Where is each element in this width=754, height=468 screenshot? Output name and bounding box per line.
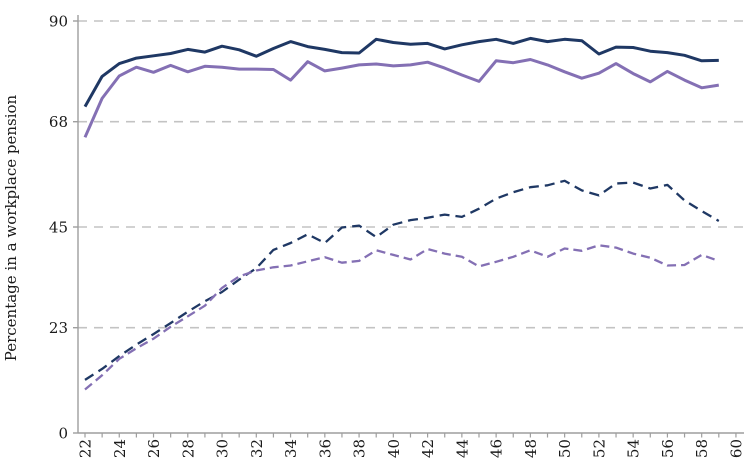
x-tick-label: 34 <box>282 439 300 458</box>
line-series-solid-purple <box>83 58 720 138</box>
x-tick-label: 28 <box>179 439 197 458</box>
x-tick-label: 50 <box>556 439 574 458</box>
x-tick-label: 52 <box>590 439 608 458</box>
x-tick-label: 58 <box>693 439 711 458</box>
x-tick-label: 26 <box>145 439 163 458</box>
x-tick-label: 42 <box>419 439 437 458</box>
x-tick-label: 40 <box>385 439 403 458</box>
y-tick-label: 90 <box>49 12 68 30</box>
x-tick-label: 44 <box>453 439 471 458</box>
y-axis-title: Percentage in a workplace pension <box>2 94 20 361</box>
y-tick-label: 0 <box>58 425 68 443</box>
x-tick-label: 46 <box>488 439 506 458</box>
line-series-solid-navy <box>83 36 719 108</box>
line-series-dashed-purple <box>84 244 720 391</box>
x-tick-label: 22 <box>77 439 95 458</box>
x-tick-label: 60 <box>727 439 745 458</box>
y-tick-label: 23 <box>49 319 68 337</box>
x-tick-label: 30 <box>214 439 232 458</box>
x-tick-label: 48 <box>522 439 540 458</box>
axes <box>73 15 744 438</box>
y-tick-label: 45 <box>49 218 68 236</box>
series-lines <box>83 36 720 391</box>
y-tick-label: 68 <box>49 113 68 131</box>
axis-tick-labels: 0 23 45 68 90 22 24 26 28 30 32 34 36 38 40 42 44 46 48 50 5… <box>49 12 746 458</box>
x-tick-label: 56 <box>659 439 677 458</box>
x-tick-label: 38 <box>351 439 369 458</box>
x-tick-label: 54 <box>625 439 643 458</box>
line-series-dashed-navy <box>84 179 720 381</box>
x-tick-label: 32 <box>248 439 266 458</box>
x-tick-label: 24 <box>111 439 129 458</box>
x-tick-label: 36 <box>316 439 334 458</box>
